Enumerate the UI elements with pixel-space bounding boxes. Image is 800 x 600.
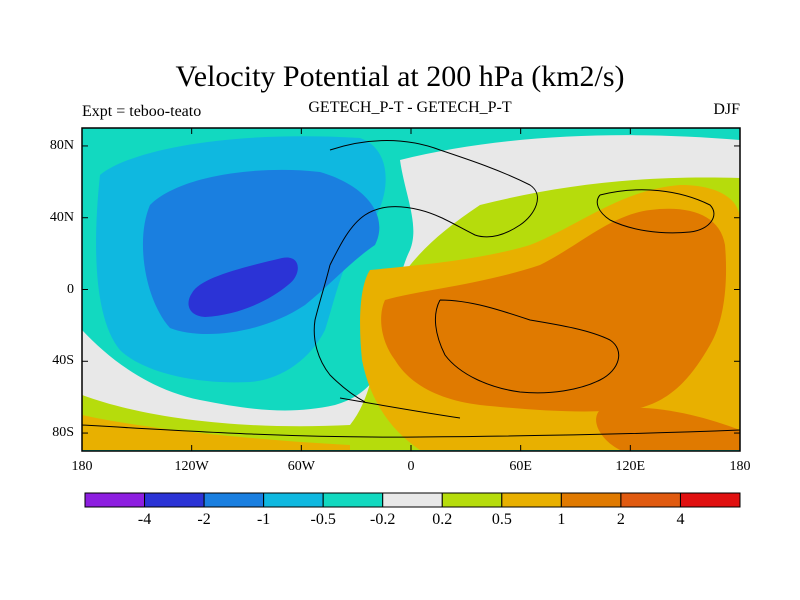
- model-label: GETECH_P-T - GETECH_P-T: [308, 99, 512, 116]
- colorbar-level-label: -0.2: [370, 511, 396, 528]
- y-tick-label: 40N: [49, 209, 74, 225]
- colorbar-level-label: 1: [557, 511, 566, 528]
- chart-title: Velocity Potential at 200 hPa (km2/s): [175, 60, 625, 93]
- colorbar-level-label: -2: [197, 511, 211, 528]
- x-tick-label: 60W: [287, 459, 315, 474]
- colorbar: [84, 492, 741, 508]
- colorbar-level-label: 2: [616, 511, 625, 528]
- colorbar-level-label: 0.2: [432, 511, 453, 528]
- landmass-south-outline: [434, 299, 620, 394]
- colorbar-level-label: 0.5: [491, 511, 512, 528]
- field-layer: [82, 128, 740, 451]
- colorbar-swatch: [501, 492, 562, 508]
- colorbar-swatch: [203, 492, 265, 508]
- colorbar-swatch: [620, 492, 681, 508]
- colorbar-level-label: -1: [256, 511, 271, 528]
- colorbar-swatch: [84, 492, 146, 508]
- y-tick-label: 0: [67, 281, 74, 297]
- orange-maximum-region: [381, 208, 727, 412]
- south-amber-band-region: [82, 415, 350, 450]
- colorbar-swatch: [263, 492, 324, 508]
- continent-outlines: [82, 140, 740, 438]
- southern-coast-outline: [339, 397, 461, 419]
- colorbar-swatch: [322, 492, 384, 508]
- colorbar-swatch: [441, 492, 503, 508]
- x-tick-label: 120E: [615, 459, 646, 474]
- colorbar-level-label: 4: [676, 511, 685, 528]
- south-orange-band-region: [596, 407, 740, 450]
- y-tick-label: 80N: [49, 137, 74, 153]
- x-tick-label: 60E: [509, 459, 532, 474]
- landmass-east-outline: [596, 189, 715, 234]
- colorbar-swatch: [679, 492, 741, 508]
- season-label: DJF: [713, 101, 740, 118]
- colorbar-swatch: [144, 492, 205, 508]
- y-tick-label: 40S: [52, 353, 74, 369]
- x-tick-label: 0: [407, 459, 415, 474]
- axis-ticks: [81, 128, 741, 451]
- colorbar-swatch: [382, 492, 443, 508]
- x-tick-label: 180: [71, 459, 93, 474]
- colorbar-swatch: [560, 492, 622, 508]
- y-tick-label: 80S: [52, 425, 74, 441]
- south-polar-outline: [82, 424, 740, 438]
- landmass-north-outline: [329, 140, 538, 266]
- colorbar-level-label: -0.5: [310, 511, 336, 528]
- experiment-label: Expt = teboo-teato: [82, 103, 202, 120]
- x-tick-label: 180: [729, 459, 751, 474]
- colorbar-level-label: -4: [137, 511, 152, 528]
- x-tick-label: 120W: [174, 459, 209, 474]
- landmass-tether-outline: [313, 264, 366, 403]
- dark-blue-center-region: [188, 257, 298, 317]
